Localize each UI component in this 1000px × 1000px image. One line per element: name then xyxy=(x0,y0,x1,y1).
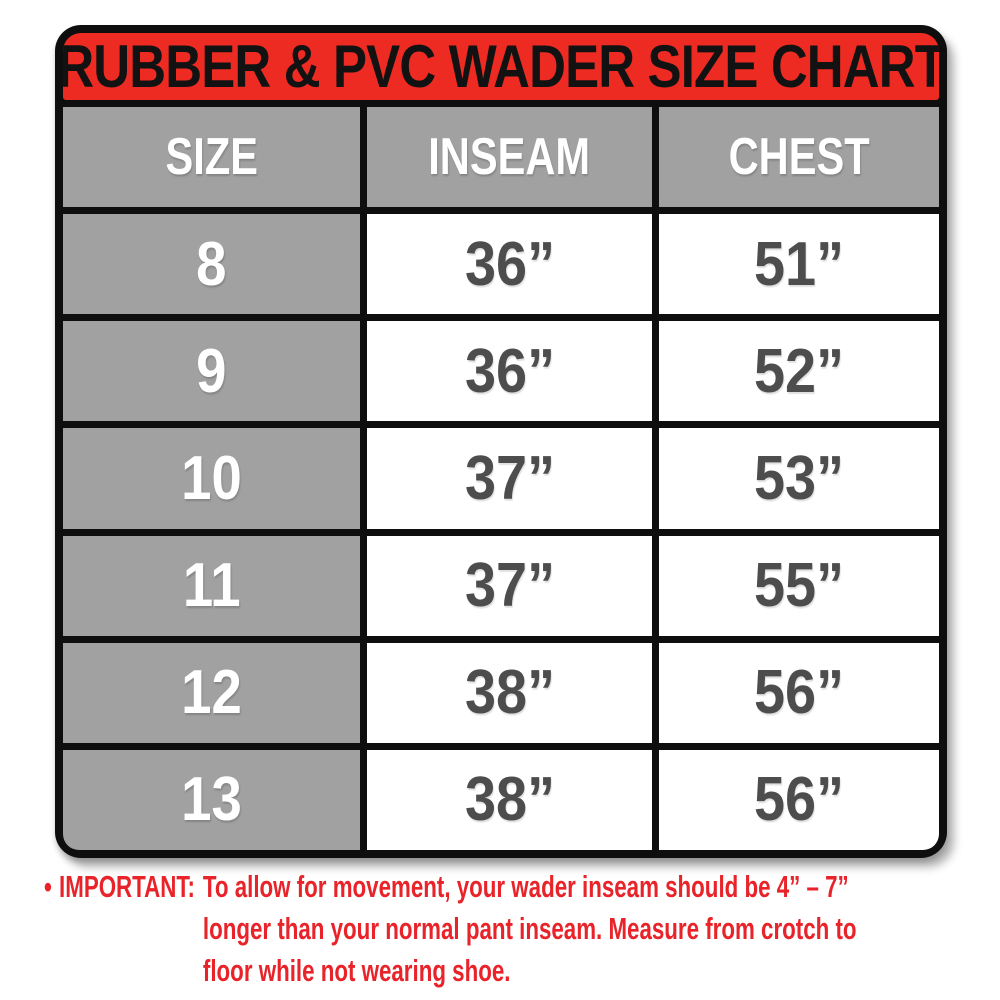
chest-cell: 55” xyxy=(659,535,939,636)
note-line: To allow for movement, your wader inseam… xyxy=(202,869,849,904)
size-cell: 12 xyxy=(63,642,360,743)
inseam-cell: 36” xyxy=(366,214,653,315)
chart-title: RUBBER & PVC WADER SIZE CHART xyxy=(63,33,939,100)
chart-title-bar: RUBBER & PVC WADER SIZE CHART xyxy=(63,33,939,100)
inseam-value: 38” xyxy=(464,765,555,835)
size-value: 8 xyxy=(196,229,227,299)
inseam-cell: 37” xyxy=(366,535,653,636)
size-value: 9 xyxy=(196,336,227,406)
size-value: 13 xyxy=(181,765,242,835)
note-line: longer than your normal pant inseam. Mea… xyxy=(202,911,857,946)
chest-value: 56” xyxy=(754,658,845,728)
column-header-chest: CHEST xyxy=(659,107,939,208)
bullet-icon: • xyxy=(44,869,52,904)
inseam-value: 36” xyxy=(464,336,555,406)
inseam-value: 37” xyxy=(464,551,555,621)
size-cell: 8 xyxy=(63,214,360,315)
chest-value: 55” xyxy=(754,551,845,621)
chest-cell: 51” xyxy=(659,214,939,315)
size-cell: 11 xyxy=(63,535,360,636)
size-value: 11 xyxy=(182,551,241,621)
inseam-value: 38” xyxy=(464,658,555,728)
chest-cell: 52” xyxy=(659,321,939,422)
inseam-cell: 38” xyxy=(366,749,653,850)
size-cell: 10 xyxy=(63,428,360,529)
column-header-label: CHEST xyxy=(728,128,870,187)
inseam-cell: 37” xyxy=(366,428,653,529)
note-body: To allow for movement, your wader inseam… xyxy=(203,866,857,992)
chest-cell: 53” xyxy=(659,428,939,529)
important-note: • IMPORTANT: To allow for movement, your… xyxy=(44,866,980,992)
size-cell: 9 xyxy=(63,321,360,422)
size-chart: RUBBER & PVC WADER SIZE CHART SIZE INSEA… xyxy=(55,25,947,858)
column-header-inseam: INSEAM xyxy=(366,107,653,208)
inseam-value: 37” xyxy=(464,443,555,513)
size-cell: 13 xyxy=(63,749,360,850)
inseam-value: 36” xyxy=(464,229,555,299)
chest-cell: 56” xyxy=(659,642,939,743)
inseam-cell: 36” xyxy=(366,321,653,422)
chest-value: 56” xyxy=(754,765,845,835)
size-value: 10 xyxy=(181,443,242,513)
size-table: SIZE INSEAM CHEST 8 36” 51” 9 36” 52” 10 xyxy=(63,107,939,850)
note-label: IMPORTANT: xyxy=(59,869,195,904)
inseam-cell: 38” xyxy=(366,642,653,743)
chest-cell: 56” xyxy=(659,749,939,850)
note-lead: • IMPORTANT: xyxy=(44,866,195,908)
chest-value: 51” xyxy=(754,229,845,299)
chest-value: 53” xyxy=(754,443,845,513)
column-header-label: INSEAM xyxy=(428,128,591,187)
note-line: floor while not wearing shoe. xyxy=(202,953,511,988)
column-header-size: SIZE xyxy=(63,107,360,208)
column-header-label: SIZE xyxy=(165,128,258,187)
size-value: 12 xyxy=(181,658,242,728)
chest-value: 52” xyxy=(754,336,845,406)
